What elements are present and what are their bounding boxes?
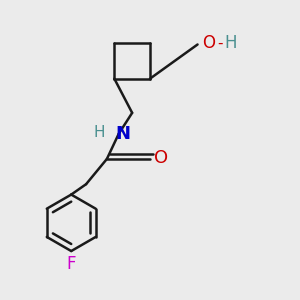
Text: H: H [224, 34, 237, 52]
Text: -: - [217, 35, 222, 50]
Text: O: O [154, 149, 169, 167]
Text: N: N [116, 125, 131, 143]
Text: H: H [94, 125, 105, 140]
Text: O: O [202, 34, 215, 52]
Text: F: F [67, 255, 76, 273]
